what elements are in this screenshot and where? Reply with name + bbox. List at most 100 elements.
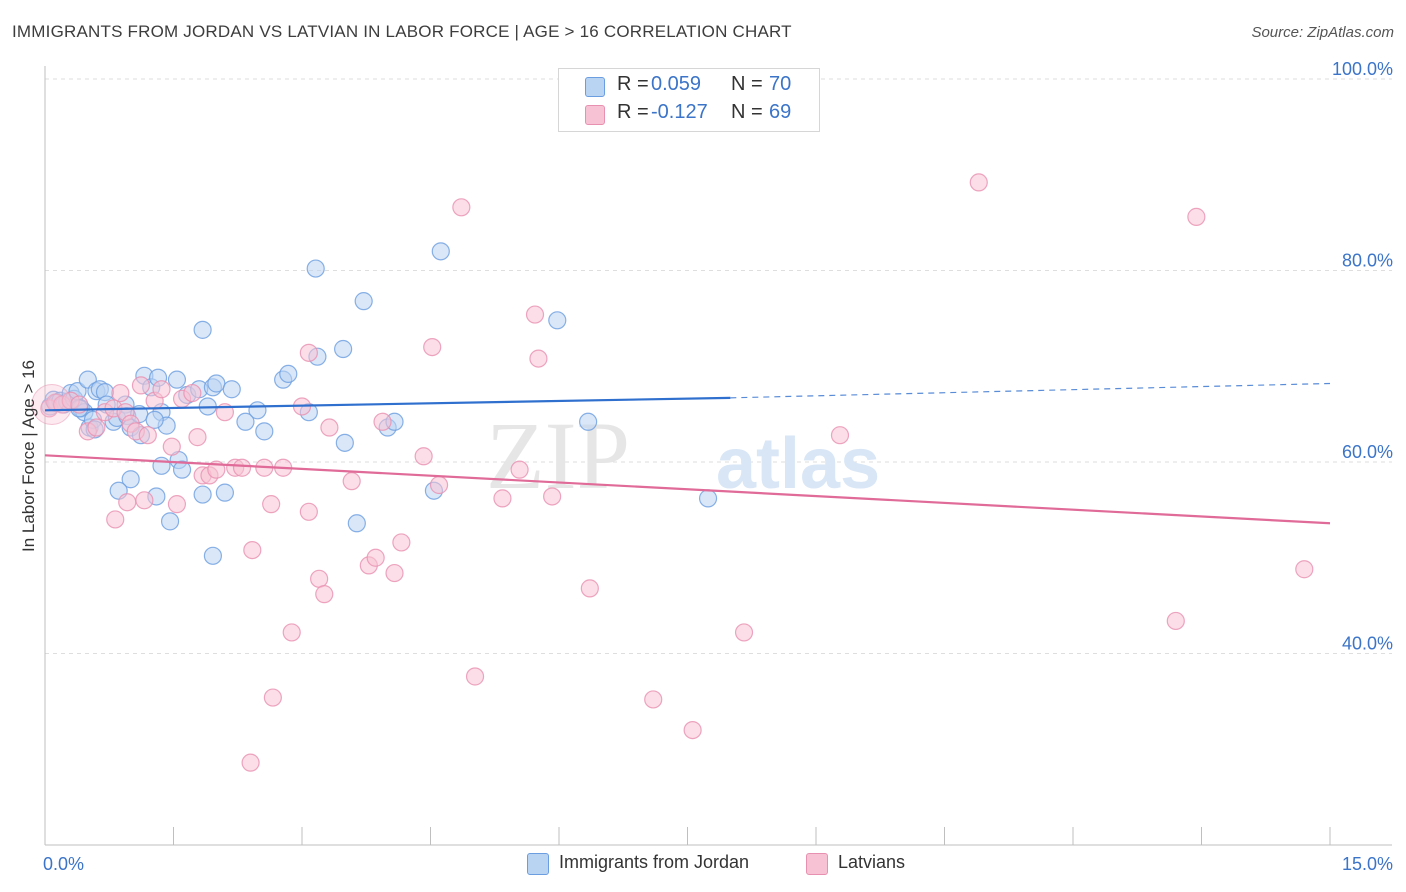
jordan-point [698,489,718,508]
latvian-point [310,569,329,588]
y-axis-label: In Labor Force | Age > 16 [19,360,38,552]
jordan-point [167,370,187,389]
latvian-point [423,338,442,357]
latvians-swatch [585,105,605,125]
r-value: 0.059 [651,73,702,95]
latvians-legend-label: Latvians [838,852,906,872]
latvian-point [525,305,545,324]
latvian-point [1166,611,1185,631]
jordan-trend-line [44,396,731,412]
latvian-point [392,533,411,552]
latvian-point [243,540,262,560]
grid-lines [45,78,1392,654]
latvian-point [414,447,433,466]
chart-title: IMMIGRANTS FROM JORDAN VS LATVIAN IN LAB… [12,22,792,41]
latvian-point [510,460,529,479]
latvian-point [580,579,599,598]
jordan-point [203,546,223,565]
jordan-point [172,460,192,479]
x-tick-label: 0.0% [43,854,84,874]
latvian-point [320,418,339,437]
jordan-point [236,412,255,431]
legend-item-latvians: Latvians [806,852,946,876]
legend-stats: R = 0.059 N = 70 R = -0.127 N = 69 [558,68,820,132]
latvian-point [118,493,137,512]
latvian-point [31,384,73,426]
latvian-point [162,437,181,456]
jordan-point [306,259,325,278]
r-label: R = [617,73,649,95]
latvian-point [1187,207,1206,226]
latvian-point [138,426,157,445]
latvian-point [373,412,392,431]
r-value: -0.127 [651,101,708,123]
y-tick-label: 40.0% [1342,634,1393,654]
latvian-point [111,383,130,403]
latvian-point [342,472,361,491]
latvian-point [734,623,754,642]
n-value: 69 [769,101,792,123]
latvian-point [263,688,282,707]
latvian-point [429,475,449,495]
latvian-point [282,623,301,642]
n-label: N = [731,101,763,123]
x-tick-label: 15.0% [1342,854,1393,874]
latvian-point [262,495,281,514]
jordan-swatch [585,77,605,97]
jordan-point [215,483,234,502]
latvian-point [188,428,207,447]
latvian-point [385,563,404,583]
jordan-point [548,311,567,330]
y-tick-label: 100.0% [1332,59,1393,79]
n-label: N = [731,73,763,95]
jordan-point [207,374,226,393]
latvian-point [969,173,988,192]
jordan-point [121,470,140,489]
jordan-trend-extension [730,382,1331,399]
latvian-point [644,690,663,709]
latvian-point [241,753,260,772]
latvian-point [232,458,252,477]
r-label: R = [617,101,649,123]
jordan-point [160,512,180,531]
jordan-point [193,320,212,339]
legend-row-jordan: R = 0.059 N = 70 [559,73,819,99]
jordan-point [255,422,274,441]
jordan-point [579,412,598,431]
latvian-point [183,383,202,403]
source-label: Source: ZipAtlas.com [1251,24,1394,41]
jordan-point [145,410,164,429]
latvian-point [315,585,334,604]
latvian-trend-line [44,454,1331,525]
jordan-legend-swatch [527,853,549,875]
jordan-legend-label: Immigrants from Jordan [559,852,750,872]
latvian-point [543,487,562,506]
jordan-point [193,485,212,504]
data-points [31,173,1314,772]
n-value: 70 [769,73,792,95]
latvian-point [299,343,318,362]
latvian-point [830,426,850,445]
latvian-point [1295,560,1314,579]
jordan-point [431,242,450,261]
y-tick-label: 80.0% [1342,251,1393,271]
trend-lines [44,382,1331,525]
latvian-point [152,380,171,399]
latvian-point [493,489,512,508]
jordan-point [354,292,373,311]
legend-item-jordan: Immigrants from Jordan [527,852,787,876]
latvian-point [167,495,187,514]
latvian-point [529,349,548,368]
latvian-point [106,510,125,529]
jordan-point [335,433,354,452]
latvian-point [465,667,485,686]
jordan-point [279,364,298,384]
jordan-point [152,456,171,475]
latvians-legend-swatch [806,853,828,875]
legend-row-latvians: R = -0.127 N = 69 [559,101,819,127]
jordan-point [222,380,241,399]
latvian-point [299,502,318,521]
latvian-point [366,548,385,567]
jordan-point [334,339,353,359]
